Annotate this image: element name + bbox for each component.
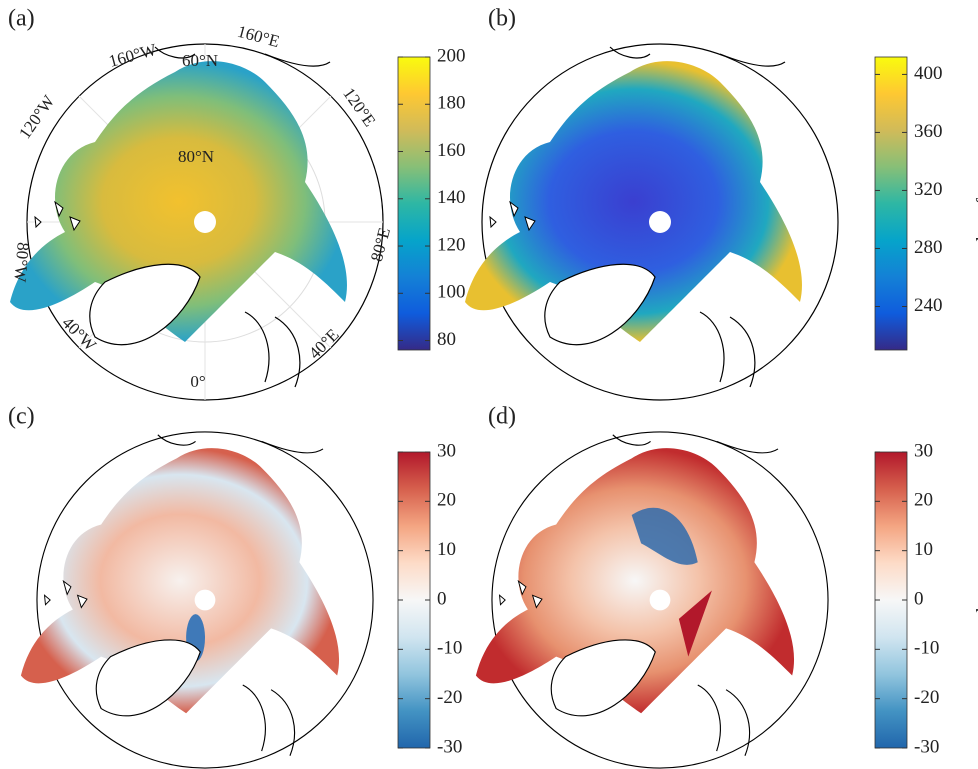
colorbar-tick-label: 10 — [437, 539, 456, 560]
panel-label: (c) — [8, 404, 35, 430]
colorbar-tick-label: 180 — [437, 93, 466, 114]
colorbar-tick-label: 30 — [437, 440, 456, 461]
graticule-label: 80°N — [178, 147, 214, 166]
colorbar-tick-label: 30 — [914, 440, 933, 461]
colorbar-tick-label: 10 — [914, 539, 933, 560]
colorbar-tick-label: 360 — [914, 121, 943, 142]
map-b — [465, 44, 838, 400]
colorbar-tick-label: 20 — [914, 490, 933, 511]
graticule-label: 160°E — [235, 22, 281, 51]
colorbar-tick-label: -30 — [914, 736, 939, 757]
colorbar-tick-label: 120 — [437, 234, 466, 255]
colorbar-tick-label: 0 — [437, 588, 447, 609]
colorbar-tick-label: -20 — [914, 687, 939, 708]
colorbar-tick-label: 80 — [437, 329, 456, 350]
panel-label: (d) — [488, 404, 516, 430]
colorbar-tick-label: 140 — [437, 187, 466, 208]
colorbar-label: day of year — [973, 160, 978, 246]
colorbar-tick-label: 160 — [437, 140, 466, 161]
colorbar-tick-label: -10 — [437, 638, 462, 659]
map-d — [476, 432, 828, 768]
colorbar-tick-label: -10 — [914, 638, 939, 659]
colorbar-tick-label: 280 — [914, 237, 943, 258]
colorbar-tick-label: 100 — [437, 282, 466, 303]
colorbar-tick-label: 20 — [437, 490, 456, 511]
graticule-label: 0° — [190, 372, 205, 391]
map-c — [21, 432, 373, 768]
colorbar-tick-label: 0 — [914, 588, 924, 609]
panel-label: (b) — [488, 6, 516, 32]
graticule-label: 80°W — [10, 241, 32, 283]
colorbar-label: days — [973, 583, 978, 618]
colorbar-tick-label: 200 — [437, 45, 466, 66]
graticule-label: 60°N — [182, 51, 218, 70]
figure: (a) (b) (c) (d) 160°W 160°E 60°N 120°W 1… — [0, 0, 978, 769]
colorbar-tick-label: -20 — [437, 687, 462, 708]
colorbar — [398, 57, 430, 350]
colorbar-tick-label: 240 — [914, 295, 943, 316]
colorbar-tick-label: -30 — [437, 736, 462, 757]
panel-label: (a) — [8, 6, 35, 32]
colorbar-tick-label: 320 — [914, 179, 943, 200]
colorbar-tick-label: 400 — [914, 63, 943, 84]
